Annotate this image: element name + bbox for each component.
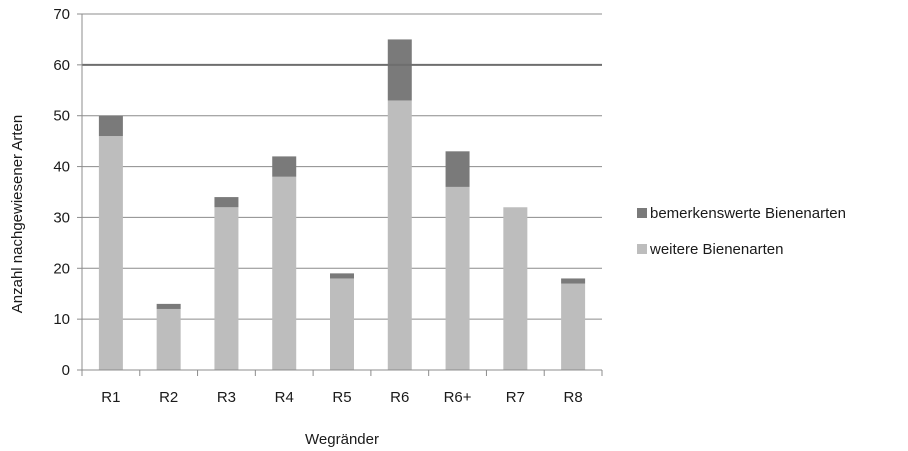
x-tick-label: R6+ (444, 389, 472, 406)
y-tick-label: 70 (53, 6, 70, 23)
x-tick-labels: R1 R2 R3 R4 R5 R6 R6+ R7 R8 (101, 389, 582, 406)
x-tick-label: R8 (564, 389, 583, 406)
bar-weitere-R7 (503, 207, 528, 370)
bar-weitere-R5 (330, 278, 354, 370)
bar-bemerkenswerte-R2 (156, 303, 181, 309)
bar-bemerkenswerte-R1 (98, 115, 123, 137)
y-axis-title: Anzahl nachgewiesener Arten (9, 115, 26, 313)
bar-bemerkenswerte-R4 (272, 156, 297, 177)
x-tick-label: R5 (332, 389, 351, 406)
bar-bemerkenswerte-R3 (214, 197, 239, 208)
bar-bemerkenswerte-R6 (387, 39, 412, 101)
x-tick-label: R2 (159, 389, 178, 406)
x-axis-title: Wegränder (305, 431, 379, 448)
legend-swatch (637, 244, 647, 254)
bar-weitere-R2 (156, 308, 181, 370)
legend-label: weitere Bienenarten (649, 241, 783, 258)
bar-weitere-R1 (98, 136, 123, 370)
x-tick-label: R7 (506, 389, 525, 406)
bar-weitere-R3 (214, 207, 239, 370)
bar-bemerkenswerte-R8 (561, 278, 586, 284)
y-tick-label: 20 (53, 260, 70, 277)
axes (77, 13, 603, 376)
y-tick-label: 50 (53, 108, 70, 125)
legend: bemerkenswerte Bienenarten weitere Bienen… (637, 205, 846, 258)
bar-bemerkenswerte-R6+ (445, 151, 470, 187)
y-tick-label: 60 (53, 57, 70, 74)
y-tick-label: 10 (53, 311, 70, 328)
x-tick-label: R4 (275, 389, 294, 406)
bar-weitere-R6 (387, 100, 412, 370)
bar-weitere-R4 (272, 176, 297, 370)
bars (98, 39, 586, 370)
y-tick-label: 40 (53, 159, 70, 176)
bar-weitere-R8 (561, 283, 586, 370)
x-tick-label: R1 (101, 389, 120, 406)
bar-weitere-R6+ (445, 186, 470, 370)
bar-bemerkenswerte-R5 (330, 273, 354, 279)
y-tick-label: 0 (62, 362, 70, 379)
y-tick-labels: 0 10 20 30 40 50 60 70 (53, 6, 70, 379)
x-tick-label: R6 (390, 389, 409, 406)
y-tick-label: 30 (53, 209, 70, 226)
x-tick-label: R3 (217, 389, 236, 406)
legend-label: bemerkenswerte Bienenarten (650, 205, 846, 222)
legend-swatch (637, 208, 647, 218)
